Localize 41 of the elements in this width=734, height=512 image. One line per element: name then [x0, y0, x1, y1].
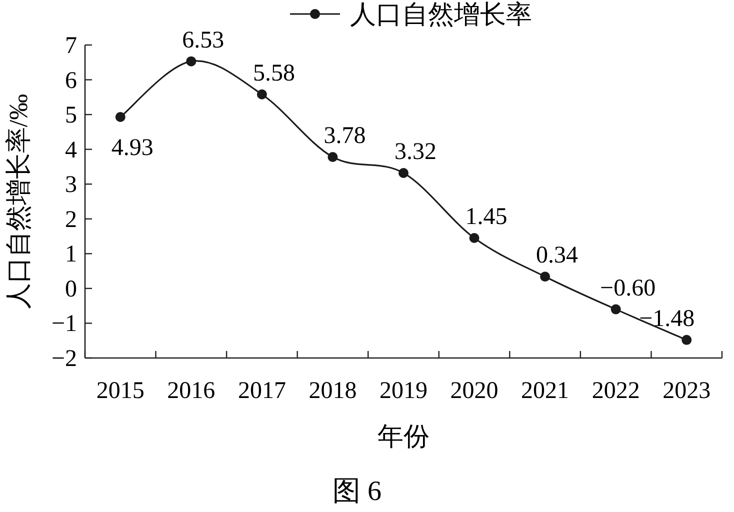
x-tick-label: 2022 — [592, 378, 640, 404]
point — [610, 304, 621, 314]
y-tick-label: 7 — [65, 33, 77, 59]
point — [682, 334, 692, 345]
data-label: 3.78 — [324, 122, 366, 149]
y-tick-label: 5 — [65, 102, 77, 129]
y-tick-label: −2 — [51, 346, 77, 372]
point — [256, 89, 267, 100]
point — [328, 152, 338, 162]
y-tick-label: 4 — [65, 137, 77, 164]
y-tick-label: 0 — [65, 276, 77, 302]
x-tick-label: 2018 — [308, 378, 357, 404]
point — [398, 168, 408, 178]
y-axis-title: 人口自然增长率/‰ — [4, 94, 33, 310]
point — [186, 56, 196, 66]
caption: 图 6 — [332, 476, 382, 507]
x-tick-label: 2017 — [238, 378, 286, 404]
x-tick-label: 2021 — [521, 378, 570, 404]
x-axis-title: 年份 — [378, 422, 430, 451]
x-tick-label: 2023 — [662, 378, 711, 404]
point — [469, 233, 480, 244]
y-tick-label: 2 — [65, 206, 77, 233]
data-label: −1.48 — [639, 306, 695, 332]
data-label: 5.58 — [252, 60, 295, 86]
x-tick-label: 2019 — [380, 378, 428, 404]
data-label: 4.93 — [111, 134, 154, 161]
data-label: −0.60 — [600, 275, 656, 302]
data-label: 1.45 — [465, 204, 508, 230]
point — [540, 272, 550, 282]
data-label: 6.53 — [182, 27, 224, 54]
y-tick-label: 6 — [65, 68, 77, 94]
legend-label: 人口自然增长率 — [350, 0, 532, 29]
point — [115, 112, 126, 122]
x-tick-label: 2020 — [450, 378, 498, 404]
y-tick-label: 1 — [65, 242, 77, 268]
y-tick-label: 3 — [65, 172, 77, 198]
x-tick-label: 2015 — [96, 378, 144, 404]
data-label: 0.34 — [536, 242, 578, 269]
x-tick-label: 2016 — [167, 378, 216, 404]
y-tick-label: −1 — [51, 311, 77, 338]
data-label: 3.32 — [394, 138, 436, 165]
